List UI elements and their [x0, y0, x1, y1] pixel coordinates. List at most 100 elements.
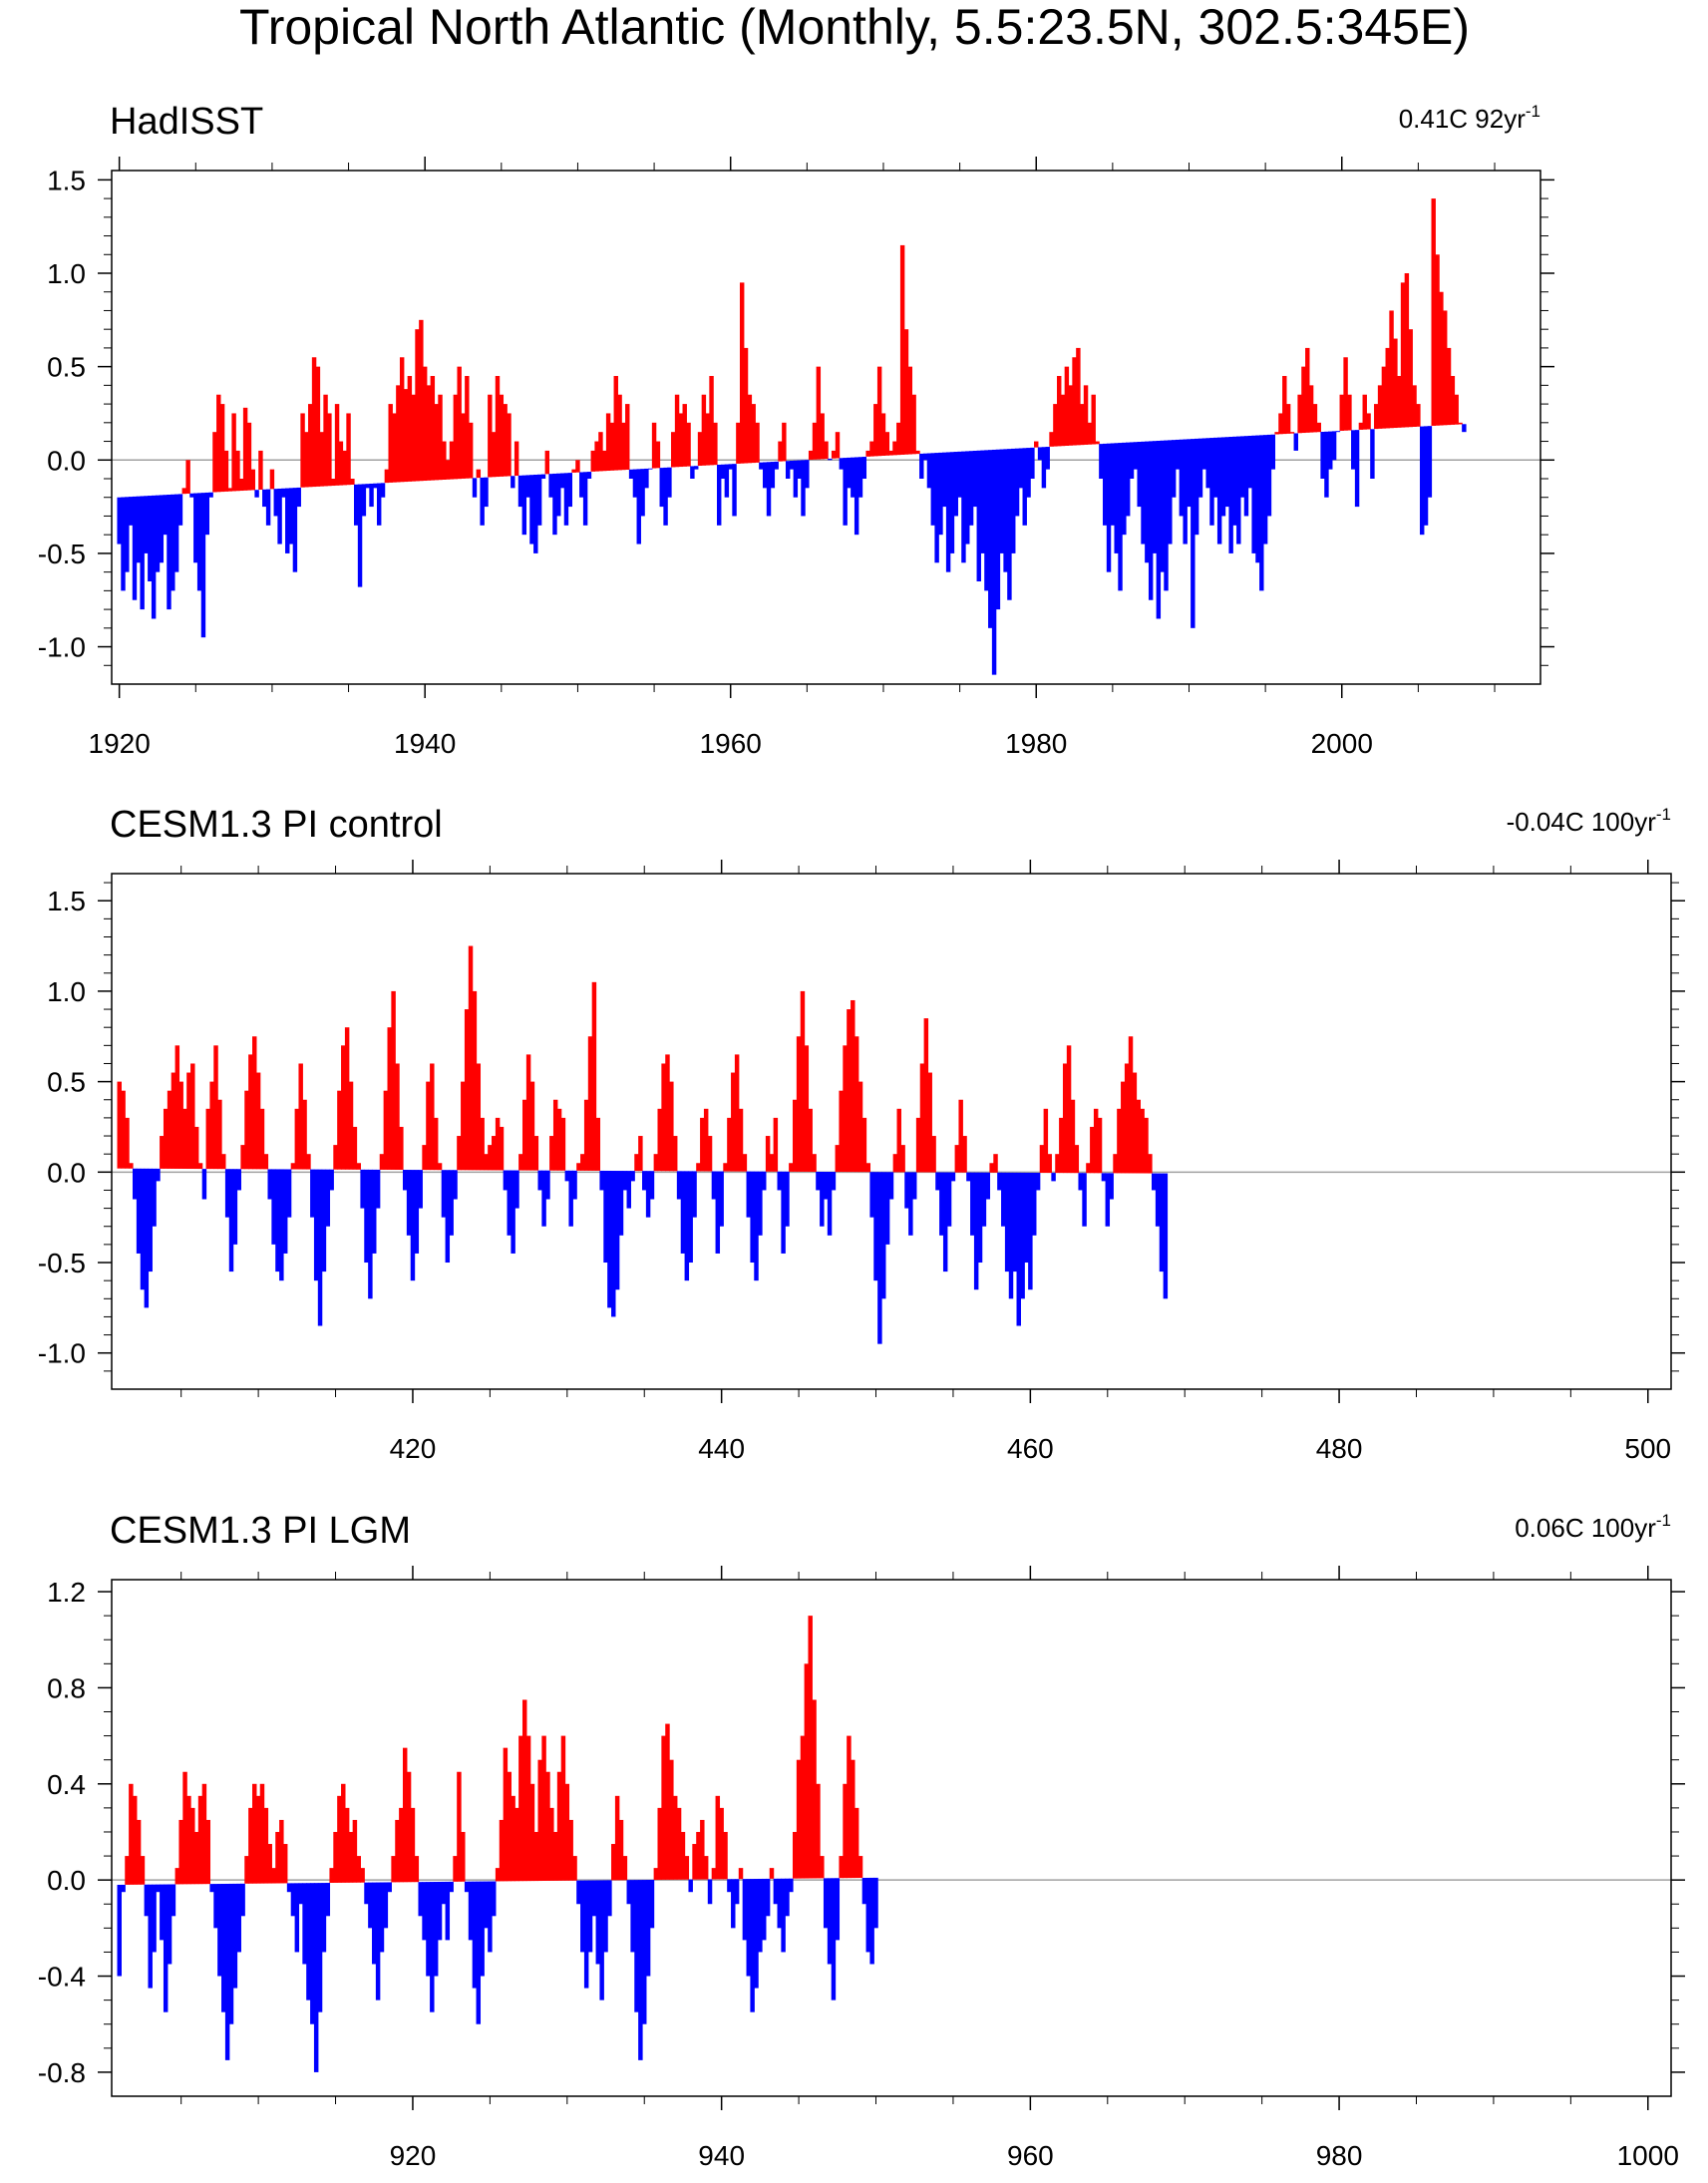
area-bar-positive	[723, 1831, 728, 1880]
area-bar-negative	[453, 1170, 458, 1200]
area-bar-negative	[977, 1172, 983, 1264]
area-bar-positive	[738, 1108, 744, 1172]
area-bar-positive	[399, 1126, 404, 1171]
area-bar-positive	[495, 1868, 501, 1882]
area-bar-negative	[507, 1170, 512, 1236]
area-bar-positive	[360, 1868, 365, 1883]
area-bar-positive	[1039, 1145, 1045, 1174]
area-bar-positive	[549, 1136, 554, 1171]
area-bar-positive	[457, 366, 462, 480]
area-bar-positive	[499, 394, 505, 477]
area-bar-positive	[560, 1735, 566, 1881]
area-bar-negative	[173, 494, 179, 572]
area-bar-negative	[611, 1171, 616, 1317]
area-bar-negative	[626, 1880, 631, 1905]
x-tick-label: 2000	[1311, 728, 1373, 759]
area-bar-positive	[1043, 1108, 1049, 1174]
area-bar-positive	[1446, 347, 1452, 426]
area-bar-negative	[144, 496, 149, 553]
area-bar-positive	[178, 1819, 183, 1885]
area-bar-positive	[426, 1081, 431, 1171]
area-bar-negative	[125, 497, 130, 572]
area-bar-negative	[556, 473, 561, 517]
area-bar-positive	[1362, 394, 1367, 430]
area-bar-negative	[648, 468, 653, 470]
area-bar-negative	[957, 451, 962, 498]
area-bar-positive	[223, 450, 229, 492]
area-bar-positive	[319, 432, 324, 487]
area-bar-negative	[827, 1172, 833, 1236]
area-bar-positive	[1090, 1126, 1095, 1174]
area-bar-positive	[495, 376, 501, 478]
area-bar-negative	[1205, 438, 1210, 489]
area-bar-positive	[1047, 1154, 1052, 1174]
figure-title: Tropical North Atlantic (Monthly, 5.5:23…	[239, 0, 1470, 55]
area-bar-negative	[525, 475, 530, 498]
x-tick-label: 1980	[1005, 728, 1067, 759]
area-bar-negative	[364, 1882, 369, 1905]
area-bar-positive	[329, 1868, 334, 1883]
area-bar-positive	[513, 441, 519, 477]
area-bar-positive	[1062, 1063, 1068, 1174]
area-bar-negative	[1106, 443, 1112, 572]
area-bar-negative	[445, 1170, 451, 1264]
area-bar-negative	[511, 476, 515, 489]
area-bar-negative	[1035, 1173, 1041, 1191]
y-tick-label: -0.5	[38, 1248, 86, 1278]
area-bar-negative	[774, 461, 779, 470]
area-bar-positive	[661, 1735, 666, 1880]
area-bar-positive	[422, 1145, 427, 1171]
area-bar-negative	[406, 1170, 412, 1236]
area-bar-positive	[391, 990, 396, 1170]
area-bar-positive	[869, 441, 874, 457]
area-bar-positive	[1343, 357, 1348, 431]
area-bar-positive	[1397, 376, 1402, 428]
area-bar-negative	[236, 1169, 241, 1191]
area-bar-positive	[511, 1795, 515, 1882]
area-bar-negative	[563, 473, 569, 526]
area-bar-negative	[310, 1169, 315, 1218]
area-bar-positive	[279, 1819, 284, 1884]
area-bar-positive	[476, 1063, 482, 1171]
area-bar-negative	[649, 1171, 655, 1200]
area-bar-positive	[521, 1699, 527, 1882]
area-bar-positive	[338, 441, 344, 486]
area-bar-positive	[182, 1771, 187, 1885]
area-bar-positive	[1377, 385, 1383, 429]
area-bar-negative	[321, 1169, 327, 1273]
area-bar-negative	[1236, 436, 1241, 545]
area-bar-positive	[723, 1163, 728, 1172]
area-bar-negative	[480, 1881, 485, 1977]
area-bar-positive	[174, 1868, 180, 1885]
area-bar-positive	[861, 1117, 867, 1173]
area-bar-negative	[1179, 439, 1185, 517]
area-bar-negative	[368, 1169, 373, 1299]
area-bar-positive	[271, 1868, 276, 1884]
area-bar-positive	[719, 1807, 724, 1880]
area-bar-positive	[407, 376, 413, 482]
area-bar-negative	[1141, 441, 1146, 545]
area-bar-positive	[678, 413, 684, 468]
area-bar-positive	[1093, 1108, 1099, 1174]
area-bar-negative	[626, 1171, 631, 1209]
area-bar-positive	[804, 1663, 810, 1879]
area-bar-positive	[1316, 422, 1321, 433]
area-bar-positive	[464, 1009, 470, 1171]
area-bar-negative	[418, 1882, 423, 1917]
area-bar-positive	[342, 450, 347, 486]
trend-label-sup: -1	[1656, 1511, 1671, 1530]
area-bar-positive	[1113, 1154, 1118, 1174]
area-bar-negative	[930, 453, 935, 526]
area-bar-positive	[379, 1154, 385, 1170]
area-bar-negative	[132, 1168, 138, 1200]
area-bar-negative	[1370, 429, 1375, 479]
area-bar-positive	[804, 1045, 810, 1172]
area-bar-negative	[742, 1879, 748, 1941]
area-bar-negative	[422, 1882, 427, 1941]
area-bar-positive	[449, 441, 455, 480]
area-bar-positive	[820, 413, 825, 460]
area-bar-negative	[965, 451, 970, 545]
area-bar-negative	[383, 1882, 389, 1929]
area-bar-negative	[155, 495, 161, 572]
area-bar-positive	[989, 1163, 994, 1173]
